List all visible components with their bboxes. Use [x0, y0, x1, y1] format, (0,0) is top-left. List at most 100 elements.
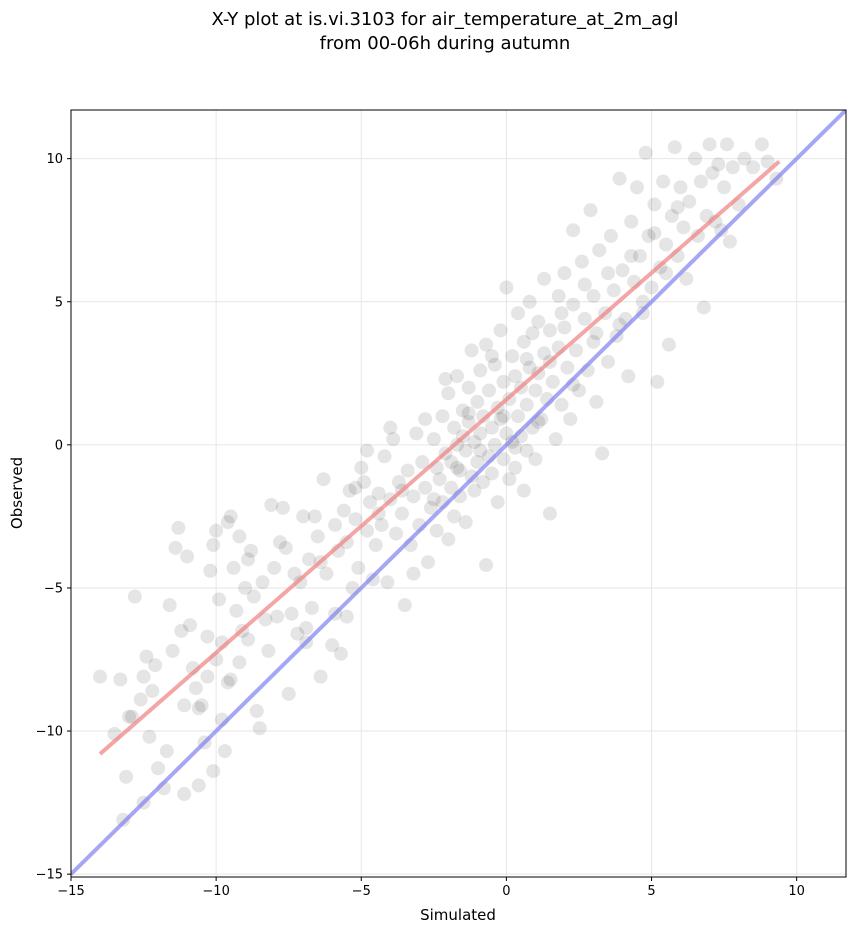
scatter-point [360, 443, 375, 458]
scatter-point [148, 658, 163, 673]
scatter-point [519, 443, 534, 458]
scatter-point [270, 609, 285, 624]
scatter-point [284, 606, 299, 621]
scatter-point [693, 174, 708, 189]
scatter-point [516, 483, 531, 498]
scatter-point [432, 472, 447, 487]
scatter-point [307, 509, 322, 524]
scatter-point [191, 778, 206, 793]
scatter-point [554, 397, 569, 412]
scatter-point [487, 437, 502, 452]
scatter-point [438, 372, 453, 387]
scatter-point [542, 323, 557, 338]
scatter-point [508, 440, 523, 455]
scatter-point [142, 729, 157, 744]
scatter-point [511, 409, 526, 424]
scatter-point [661, 337, 676, 352]
scatter-point [287, 566, 302, 581]
scatter-point [508, 460, 523, 475]
scatter-point [275, 500, 290, 515]
scatter-point [223, 509, 238, 524]
scatter-point [473, 363, 488, 378]
x-axis-label: Simulated [420, 906, 496, 924]
scatter-point [177, 698, 192, 713]
x-tick-label: 10 [788, 884, 805, 899]
scatter-point [127, 589, 142, 604]
identity-line [71, 110, 846, 876]
scatter-point [519, 397, 534, 412]
scatter-point [232, 655, 247, 670]
scatter-point [496, 374, 511, 389]
scatter-point [188, 681, 203, 696]
scatter-point [151, 761, 166, 776]
scatter-point [319, 566, 334, 581]
scatter-point [136, 669, 151, 684]
scatter-point [644, 280, 659, 295]
scatter-point [624, 214, 639, 229]
scatter-point [484, 349, 499, 364]
scatter-point [243, 543, 258, 558]
scatter-point [93, 669, 108, 684]
scatter-point [133, 692, 148, 707]
scatter-point [406, 566, 421, 581]
y-axis-label: Observed [8, 457, 26, 529]
scatter-point [206, 764, 221, 779]
scatter-point [615, 263, 630, 278]
scatter-point [606, 283, 621, 298]
scatter-point [261, 643, 276, 658]
scatter-point [421, 555, 436, 570]
scatter-point [444, 455, 459, 470]
scatter-point [447, 509, 462, 524]
scatter-point [508, 369, 523, 384]
scatter-point [406, 489, 421, 504]
scatter-point [165, 643, 180, 658]
scatter-point [505, 349, 520, 364]
scatter-point [760, 154, 775, 169]
scatter-point [690, 228, 705, 243]
scatter-point [586, 334, 601, 349]
scatter-point [145, 683, 160, 698]
x-tick-label: 0 [502, 884, 510, 899]
scatter-point [122, 709, 137, 724]
scatter-point [479, 558, 494, 573]
scatter-point [281, 686, 296, 701]
scatter-point [325, 638, 340, 653]
scatter-point [351, 560, 366, 575]
scatter-point [113, 672, 128, 687]
scatter-point [600, 266, 615, 281]
scatter-point [528, 383, 543, 398]
scatter-point [336, 503, 351, 518]
scatter-point [545, 374, 560, 389]
scatter-point [554, 306, 569, 321]
scatter-point [624, 248, 639, 263]
scatter-point [209, 523, 224, 538]
scatter-point [484, 466, 499, 481]
scatter-point [302, 552, 317, 567]
scatter-point [278, 540, 293, 555]
scatter-point [313, 669, 328, 684]
scatter-point [394, 506, 409, 521]
scatter-point [714, 223, 729, 238]
scatter-point [737, 151, 752, 166]
scatter-point [380, 575, 395, 590]
scatter-point [400, 463, 415, 478]
scatter-point [339, 609, 354, 624]
scatter-point [415, 455, 430, 470]
scatter-point [511, 306, 526, 321]
chart-title-line-1: X-Y plot at is.vi.3103 for air_temperatu… [211, 9, 678, 30]
scatter-point [641, 228, 656, 243]
scatter-point [252, 721, 267, 736]
scatter-point [310, 529, 325, 544]
scatter-point [659, 266, 674, 281]
scatter-point [200, 629, 215, 644]
scatter-point [479, 337, 494, 352]
scatter-point [426, 492, 441, 507]
scatter-point [711, 157, 726, 172]
scatter-point [299, 621, 314, 636]
scatter-point [450, 460, 465, 475]
scatter-point [206, 538, 221, 553]
scatter-point [386, 432, 401, 447]
scatter-point [426, 432, 441, 447]
scatter-point [467, 483, 482, 498]
plot-frame [70, 109, 847, 878]
